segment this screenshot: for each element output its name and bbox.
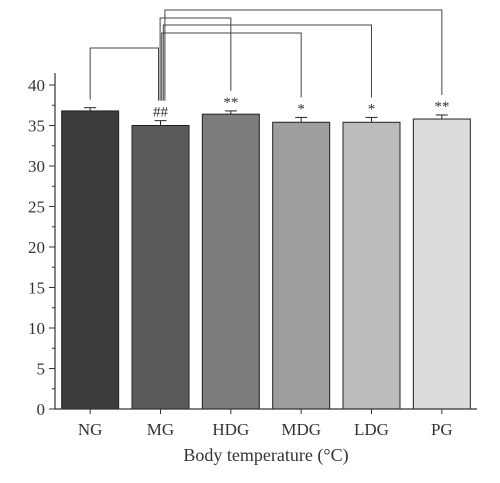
- comparison-bracket: [161, 32, 302, 101]
- bar: [61, 110, 120, 410]
- bar: [201, 113, 260, 410]
- y-tick-label: 30: [28, 157, 45, 176]
- y-tick-label: 40: [28, 76, 45, 95]
- y-tick-label: 0: [37, 400, 46, 419]
- comparison-bracket: [159, 17, 232, 101]
- significance-label: **: [223, 95, 238, 111]
- comparison-bracket: [164, 9, 443, 101]
- x-tick-label: PG: [431, 420, 453, 439]
- x-tick-label: MDG: [281, 420, 321, 439]
- significance-label: **: [434, 99, 449, 115]
- y-tick-label: 10: [28, 319, 45, 338]
- significance-label: *: [368, 101, 376, 117]
- y-tick-label: 15: [28, 279, 45, 298]
- x-tick-label: HDG: [212, 420, 249, 439]
- y-tick-label: 5: [37, 360, 46, 379]
- x-axis-label: Body temperature (°C): [183, 445, 348, 466]
- x-tick-label: LDG: [354, 420, 389, 439]
- y-tick-label: 35: [28, 117, 45, 136]
- bar: [412, 118, 471, 410]
- significance-label: ##: [153, 105, 169, 121]
- y-tick-label: 20: [28, 238, 45, 257]
- x-tick-label: MG: [147, 420, 174, 439]
- y-tick-label: 25: [28, 198, 45, 217]
- bars-group: ##** * * **: [61, 95, 471, 410]
- comparison-bracket: [162, 24, 372, 101]
- axes-group: 0 5 10 15 20 25 30 35 40 NG MG HDG MDG LDG PG: [28, 73, 477, 439]
- bar: [131, 125, 190, 410]
- bar: [272, 121, 331, 410]
- comparison-brackets: [89, 9, 443, 101]
- bar: [342, 121, 401, 410]
- comparison-bracket: [89, 47, 159, 101]
- x-tick-label: NG: [78, 420, 103, 439]
- significance-label: *: [297, 101, 305, 117]
